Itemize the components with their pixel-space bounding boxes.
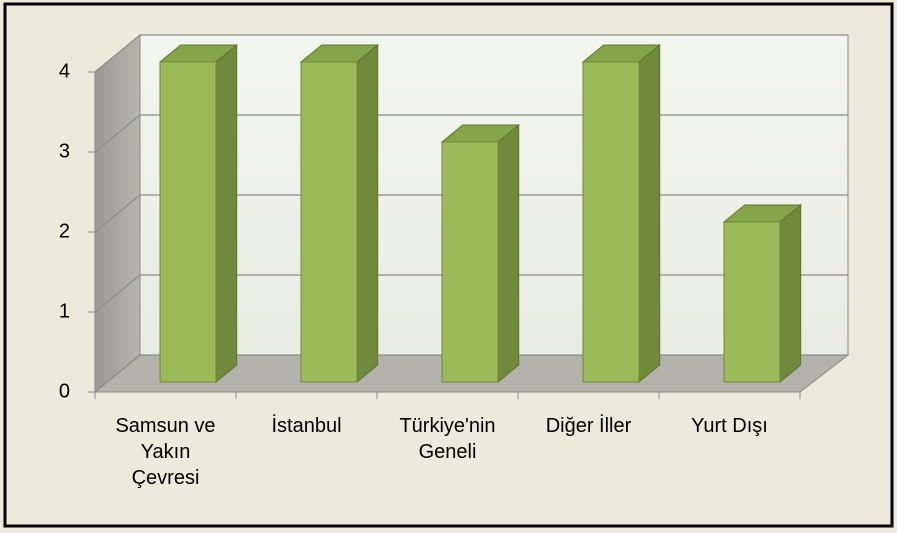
- bar: [723, 221, 781, 383]
- y-tick-label: 1: [59, 300, 70, 322]
- bar: [441, 141, 499, 383]
- bar-side: [497, 123, 520, 384]
- y-tick-label: 2: [59, 220, 70, 242]
- bar-side: [356, 43, 379, 384]
- bar-side: [215, 43, 238, 384]
- bar: [300, 61, 358, 383]
- x-tick-label: Samsun ve Yakın Çevresi: [115, 415, 216, 489]
- plot: 0 1 2 3 4: [59, 34, 848, 402]
- x-tick-label: Yurt Dışı: [691, 415, 768, 437]
- grid-line: [94, 34, 848, 73]
- bar-side: [779, 203, 802, 384]
- x-tick-label: İstanbul: [271, 415, 342, 437]
- y-tick-label: 3: [59, 140, 70, 162]
- bar: [159, 61, 217, 383]
- frame: [3, 2, 894, 528]
- x-tick-label: Türkiye'nin Geneli: [399, 415, 496, 463]
- y-tick-label: 0: [59, 380, 70, 402]
- y-tick-label: 4: [59, 60, 70, 82]
- bar-side: [638, 43, 661, 384]
- x-tick-label: Diğer İller: [545, 415, 632, 437]
- bar: [582, 61, 640, 383]
